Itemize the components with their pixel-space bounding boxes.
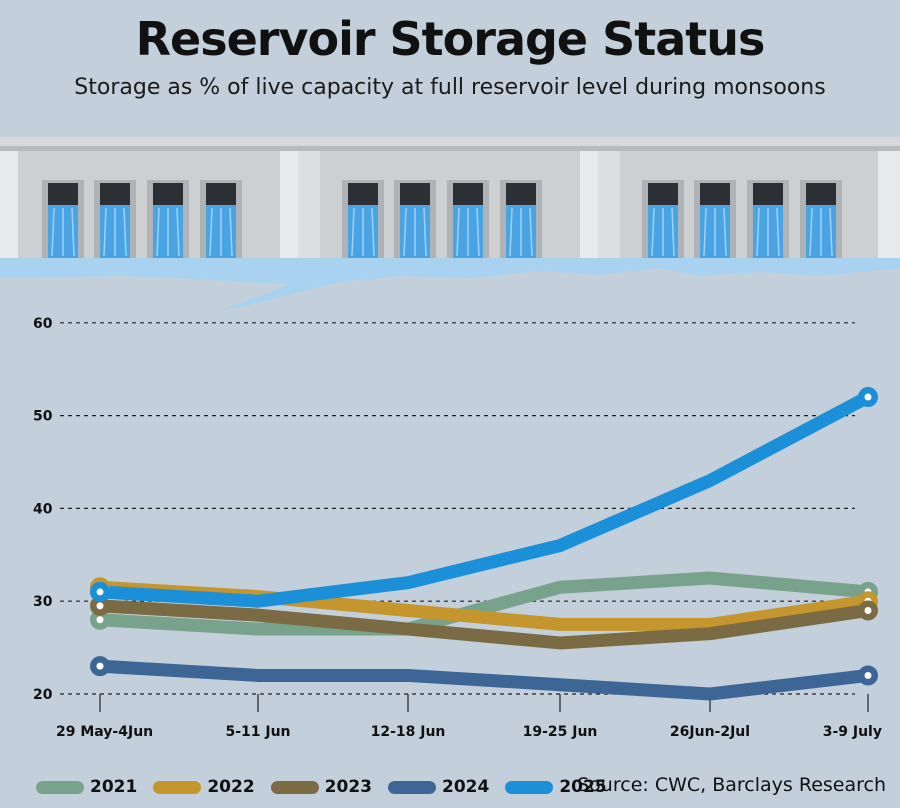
legend-item-2024: 2024 xyxy=(387,777,490,797)
y-tick-label: 20 xyxy=(33,687,53,703)
x-tick-label: 29 May-4Jun xyxy=(56,724,153,740)
legend-swatch xyxy=(270,780,319,794)
legend-label: 2022 xyxy=(207,777,255,797)
series-line-2024 xyxy=(93,659,875,701)
legend-item-2025: 2025 xyxy=(505,777,607,797)
legend-item-2022: 2022 xyxy=(153,777,255,797)
y-tick-label: 50 xyxy=(33,409,53,425)
legend-label: 2025 xyxy=(559,777,607,797)
x-tick-label: 12-18 Jun xyxy=(371,724,446,740)
chart-title: Reservoir Storage Status xyxy=(135,12,766,66)
series-line-2023 xyxy=(93,599,875,650)
legend-swatch xyxy=(505,780,554,794)
legend-label: 2024 xyxy=(441,777,490,797)
legend-label: 2023 xyxy=(324,777,372,797)
x-tick-label: 5-11 Jun xyxy=(225,724,290,740)
series-line-2021 xyxy=(93,571,875,636)
legend-swatch xyxy=(153,780,202,794)
y-tick-label: 30 xyxy=(33,594,53,610)
x-tick-label: 26Jun-2Jul xyxy=(670,724,750,740)
legend-item-2021: 2021 xyxy=(36,777,137,797)
legend-item-2023: 2023 xyxy=(270,777,372,797)
dam-illustration xyxy=(0,137,900,311)
legend-label: 2021 xyxy=(90,777,138,797)
series-line-2025 xyxy=(93,390,875,608)
y-tick-label: 40 xyxy=(33,501,53,517)
x-tick-label: 3-9 July xyxy=(823,724,882,740)
chart-subtitle: Storage as % of live capacity at full re… xyxy=(74,75,826,100)
legend: 2021 2022 2023 2024 2025 xyxy=(36,772,623,802)
source-note: Source: CWC, Barclays Research xyxy=(577,774,886,796)
x-tick-label: 19-25 Jun xyxy=(523,724,598,740)
y-tick-label: 60 xyxy=(33,316,53,332)
legend-swatch xyxy=(387,780,436,794)
legend-swatch xyxy=(36,780,84,794)
